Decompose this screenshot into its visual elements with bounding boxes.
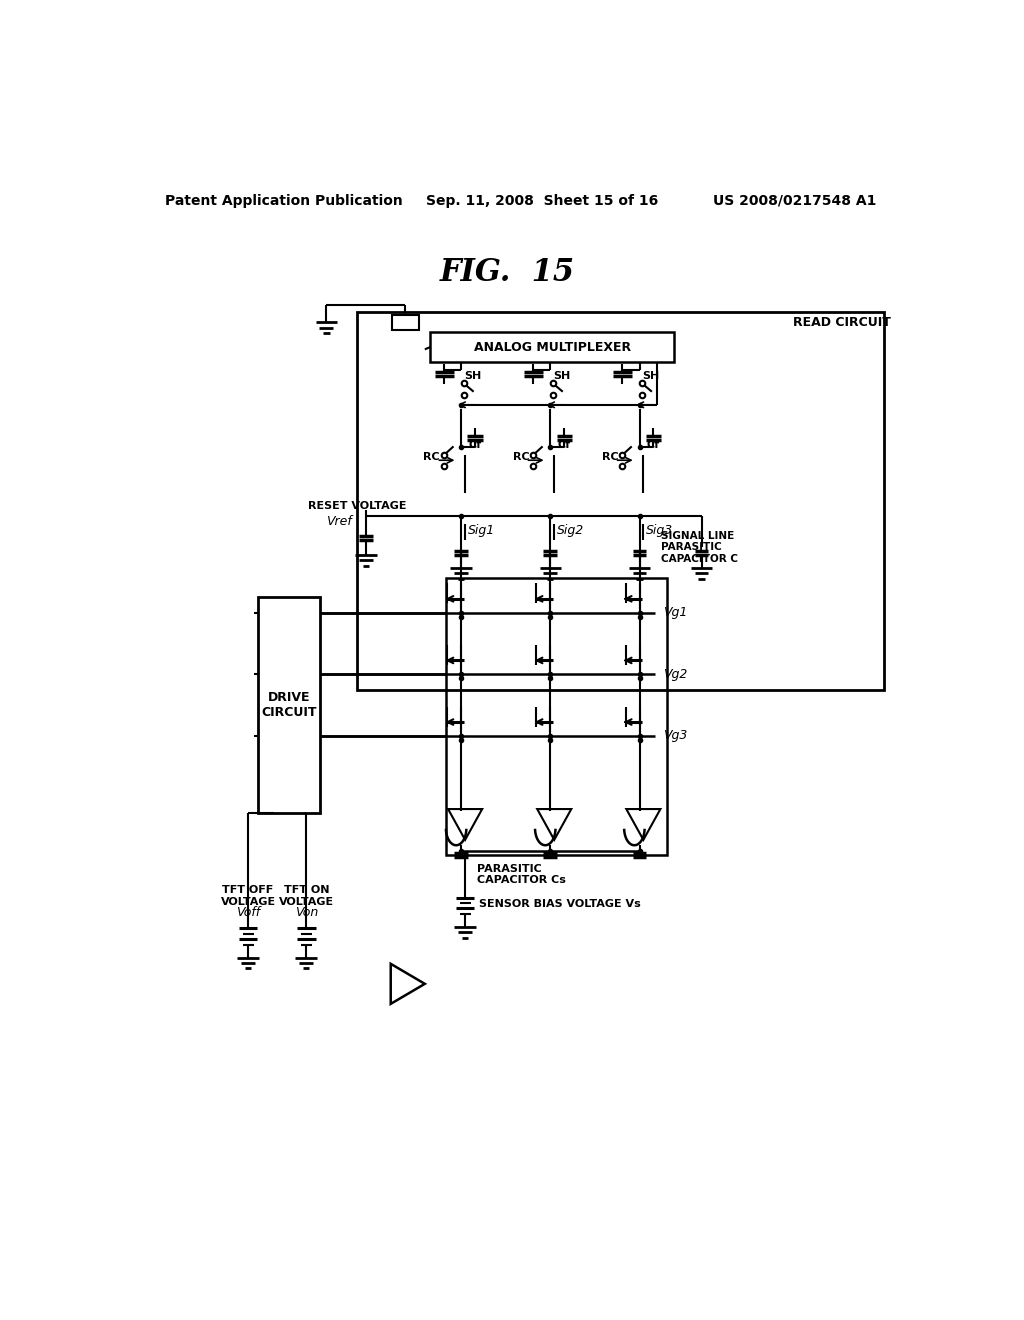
Text: Sig1: Sig1 <box>467 524 495 537</box>
Text: SH: SH <box>554 371 570 381</box>
Text: Cf: Cf <box>558 440 571 450</box>
Text: Sig3: Sig3 <box>646 524 673 537</box>
Text: SH: SH <box>464 371 481 381</box>
Text: TFT ON
VOLTAGE: TFT ON VOLTAGE <box>279 886 334 907</box>
Text: Vg3: Vg3 <box>663 730 687 742</box>
Text: READ CIRCUIT: READ CIRCUIT <box>793 315 891 329</box>
Text: FIG.  15: FIG. 15 <box>440 257 575 288</box>
Text: SENSOR BIAS VOLTAGE Vs: SENSOR BIAS VOLTAGE Vs <box>479 899 641 908</box>
Text: Cf: Cf <box>469 440 481 450</box>
Text: RESET VOLTAGE: RESET VOLTAGE <box>308 502 407 511</box>
Text: Vg1: Vg1 <box>663 606 687 619</box>
Bar <box>392 314 420 330</box>
Text: DRIVE
CIRCUIT: DRIVE CIRCUIT <box>261 692 317 719</box>
Text: Sep. 11, 2008  Sheet 15 of 16: Sep. 11, 2008 Sheet 15 of 16 <box>426 194 658 207</box>
Bar <box>258 597 321 813</box>
Text: Vref: Vref <box>326 515 351 528</box>
Text: US 2008/0217548 A1: US 2008/0217548 A1 <box>713 194 877 207</box>
Text: ANALOG MULTIPLEXER: ANALOG MULTIPLEXER <box>474 341 631 354</box>
Bar <box>430 331 675 363</box>
Text: Von: Von <box>295 907 317 920</box>
Text: Vg2: Vg2 <box>663 668 687 681</box>
Text: RC: RC <box>424 453 440 462</box>
Text: Cf: Cf <box>647 440 660 450</box>
Text: SIGNAL LINE
PARASITIC
CAPACITOR C: SIGNAL LINE PARASITIC CAPACITOR C <box>662 531 738 564</box>
Text: Voff: Voff <box>237 907 260 920</box>
Text: SH: SH <box>643 371 659 381</box>
Text: TFT OFF
VOLTAGE: TFT OFF VOLTAGE <box>220 886 275 907</box>
Bar <box>445 578 667 855</box>
Text: RC: RC <box>602 453 618 462</box>
Bar <box>357 313 885 689</box>
Text: Patent Application Publication: Patent Application Publication <box>165 194 403 207</box>
Text: RC: RC <box>513 453 529 462</box>
Text: PARASITIC
CAPACITOR Cs: PARASITIC CAPACITOR Cs <box>477 863 565 886</box>
Text: Sig2: Sig2 <box>557 524 584 537</box>
